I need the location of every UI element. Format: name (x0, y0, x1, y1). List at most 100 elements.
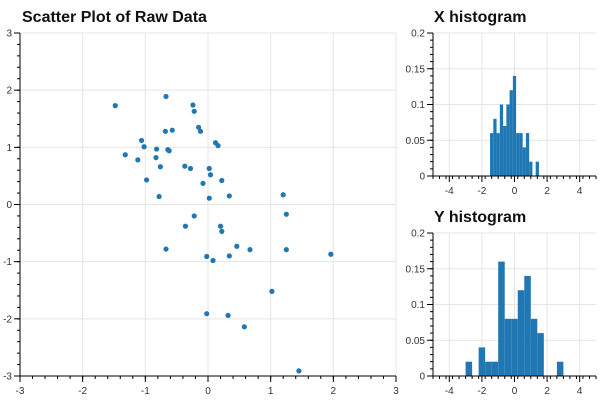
scatter-point (143, 177, 150, 183)
y-hist-y-tick-label: 0 (419, 372, 425, 383)
scatter-point (206, 165, 212, 172)
x-hist-x-tick-label: -2 (477, 186, 486, 197)
y-hist-x-tick-label: 4 (577, 386, 583, 397)
scatter-x-tick-label: 2 (331, 386, 337, 397)
x-histogram-plot: -4 -2 0 2 4 0 0.05 0.1 0.15 0.2 (406, 29, 597, 197)
x-hist-bar (516, 133, 520, 176)
x-hist-x-tick-label: 2 (544, 186, 550, 197)
scatter-point (162, 128, 168, 134)
scatter-plot: -3 -2 -1 0 1 2 3 -3 -2 -1 0 1 2 3 (3, 29, 399, 398)
scatter-point (204, 253, 210, 260)
scatter-point (328, 251, 334, 257)
y-hist-bar (530, 318, 538, 376)
y-hist-x-tick-label: -4 (445, 386, 454, 397)
y-hist-bar (465, 361, 473, 376)
scatter-point (226, 253, 232, 259)
scatter-point (219, 177, 225, 184)
scatter-point (283, 211, 289, 217)
y-hist-bar (504, 318, 512, 376)
scatter-y-tick-label: 0 (6, 200, 12, 211)
x-hist-bar (506, 104, 510, 176)
scatter-point (166, 148, 172, 154)
y-hist-bar (498, 261, 505, 376)
scatter-point (154, 146, 160, 152)
y-hist-y-tick-label: 0.15 (406, 264, 426, 275)
scatter-x-tick-label: 3 (393, 386, 399, 397)
x-hist-y-tick-label: 0.1 (411, 100, 425, 111)
scatter-point (182, 163, 188, 169)
x-hist-bar (499, 104, 504, 176)
scatter-y-tick-label: -2 (3, 314, 12, 325)
scatter-point (269, 288, 275, 294)
x-hist-bar (493, 118, 497, 176)
scatter-point (206, 195, 212, 201)
scatter-point (197, 128, 204, 134)
y-histogram-title: Y histogram (434, 209, 527, 226)
y-hist-bar (511, 318, 518, 376)
scatter-point (156, 193, 162, 200)
x-hist-x-tick-label: 0 (512, 186, 518, 197)
y-hist-x-tick-label: 0 (512, 386, 518, 397)
y-hist-x-tick-label: -2 (477, 386, 486, 397)
scatter-point (226, 193, 232, 199)
x-hist-bar (535, 161, 539, 176)
scatter-x-tick-label: -1 (141, 386, 150, 397)
scatter-point (112, 103, 118, 109)
scatter-x-tick-label: 1 (268, 386, 274, 397)
x-hist-y-tick-label: 0 (419, 172, 425, 183)
scatter-point (219, 228, 225, 234)
scatter-y-tick-label: -3 (3, 372, 12, 383)
x-hist-bar (496, 133, 500, 176)
scatter-point (204, 311, 210, 317)
x-hist-bar (525, 133, 530, 176)
x-histogram-title: X histogram (434, 9, 527, 26)
x-hist-bar (509, 90, 513, 176)
x-hist-bar (490, 133, 494, 176)
x-hist-bar (522, 147, 526, 176)
y-hist-y-tick-label: 0.2 (411, 229, 425, 240)
scatter-point (191, 213, 197, 219)
x-hist-bar (519, 133, 523, 176)
y-histogram-panel: Y histogram -4 -2 0 2 4 0 0.05 0.1 0.15 0.2 (400, 200, 600, 400)
scatter-point (138, 137, 145, 144)
scatter-y-tick-label: 2 (6, 86, 12, 97)
scatter-y-tick-label: -1 (3, 257, 12, 268)
x-hist-y-tick-label: 0.2 (411, 29, 425, 40)
y-hist-bar (485, 361, 492, 376)
scatter-x-tick-label: -2 (78, 386, 87, 397)
scatter-point (182, 223, 189, 229)
x-histogram-panel: X histogram -4 -2 0 2 4 0 0.05 0.1 0.15 0.2 (400, 0, 600, 200)
scatter-point (225, 312, 231, 319)
scatter-point (157, 164, 163, 170)
scatter-panel: Scatter Plot of Raw Data -3 -2 -1 0 1 2 3 -3 -2 -… (3, 9, 399, 398)
x-hist-bar (503, 125, 507, 176)
scatter-point (153, 155, 159, 161)
y-histogram-plot: -4 -2 0 2 4 0 0.05 0.1 0.15 0.2 (406, 229, 597, 397)
scatter-point (200, 180, 206, 186)
scatter-point (190, 102, 196, 108)
y-hist-y-tick-label: 0.1 (411, 300, 425, 311)
y-hist-bar (556, 361, 564, 376)
scatter-point (234, 243, 240, 249)
scatter-point (169, 127, 175, 133)
scatter-point (141, 144, 147, 150)
x-hist-bar (529, 161, 533, 176)
scatter-y-tick-label: 3 (6, 29, 12, 40)
scatter-point (283, 247, 289, 253)
scatter-x-tick-label: -3 (16, 386, 25, 397)
y-hist-bar (517, 290, 525, 376)
scatter-point (296, 368, 302, 374)
x-hist-y-tick-label: 0.15 (406, 64, 426, 75)
scatter-point (135, 157, 141, 163)
y-hist-bar (478, 347, 486, 376)
scatter-y-tick-label: 1 (6, 143, 12, 154)
scatter-point (122, 152, 128, 158)
scatter-title: Scatter Plot of Raw Data (22, 9, 207, 26)
scatter-point (187, 165, 194, 172)
y-hist-bar (491, 361, 499, 376)
y-hist-bar (524, 275, 531, 376)
scatter-point (217, 223, 224, 229)
x-hist-y-tick-label: 0.05 (406, 136, 426, 147)
scatter-point (163, 93, 169, 100)
scatter-point (207, 172, 214, 178)
